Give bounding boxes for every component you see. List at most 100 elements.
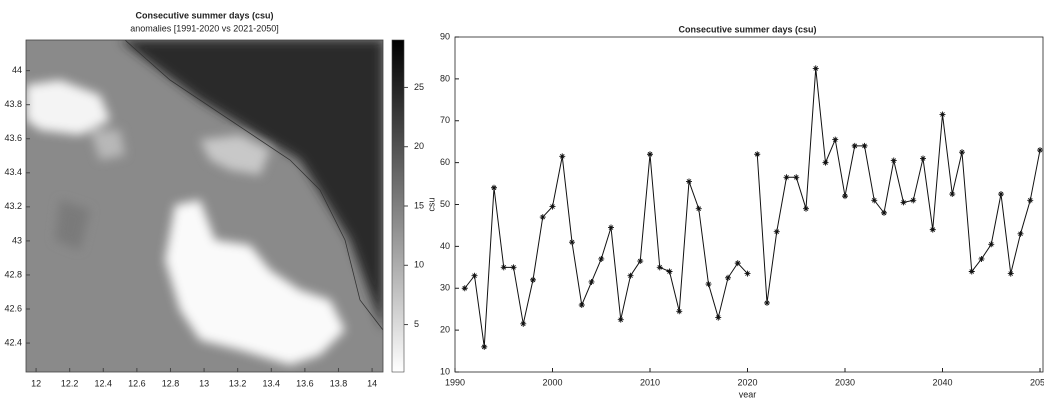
x-tick-label: 13.4 xyxy=(263,378,281,388)
data-point xyxy=(695,205,702,212)
data-point xyxy=(783,174,790,181)
x-tick-label: 13.6 xyxy=(296,378,314,388)
data-point xyxy=(461,285,468,292)
data-point xyxy=(559,153,566,160)
data-point xyxy=(569,239,575,246)
data-point xyxy=(725,274,731,281)
x-tick-label: 2040 xyxy=(932,377,952,387)
data-point xyxy=(1007,270,1014,277)
x-axis-label: year xyxy=(739,389,757,398)
data-point xyxy=(764,299,770,306)
data-point xyxy=(608,224,614,231)
data-point xyxy=(929,226,936,233)
map-title: Consecutive summer days (csu) xyxy=(135,10,273,20)
data-point xyxy=(949,191,956,198)
y-tick-label: 44 xyxy=(12,65,22,75)
data-point xyxy=(822,159,829,166)
y-tick-label: 60 xyxy=(440,157,450,167)
y-tick-label: 30 xyxy=(440,283,450,293)
x-tick-label: 12.2 xyxy=(61,378,79,388)
chart-title: Consecutive summer days (csu) xyxy=(678,24,816,34)
data-point xyxy=(617,316,624,323)
data-point xyxy=(471,272,478,279)
data-point xyxy=(842,193,848,200)
data-point xyxy=(481,343,488,350)
data-point xyxy=(754,151,761,158)
data-point xyxy=(734,260,741,267)
y-tick-label: 43.8 xyxy=(4,99,22,109)
data-point xyxy=(1027,197,1034,204)
data-point xyxy=(1037,147,1043,154)
data-point xyxy=(715,314,722,321)
data-point xyxy=(881,209,887,216)
y-tick-label: 42.8 xyxy=(4,269,22,279)
data-point xyxy=(861,142,868,149)
data-point xyxy=(647,151,653,158)
data-point xyxy=(978,255,985,262)
data-point xyxy=(832,136,839,143)
data-point xyxy=(851,142,858,149)
data-point xyxy=(812,65,819,72)
colorbar-tick-label: 10 xyxy=(414,260,424,270)
colorbar-tick-label: 5 xyxy=(414,319,419,329)
data-point xyxy=(705,281,712,288)
data-point xyxy=(578,302,585,308)
x-tick-label: 13.2 xyxy=(229,378,247,388)
data-point xyxy=(520,320,527,327)
data-point xyxy=(491,184,497,191)
data-point xyxy=(666,268,673,275)
y-tick-label: 40 xyxy=(440,241,450,251)
colorbar-tick-label: 20 xyxy=(414,141,424,151)
data-point xyxy=(920,155,926,162)
series-line xyxy=(464,154,748,347)
x-tick-label: 12 xyxy=(31,378,41,388)
x-tick-label: 2010 xyxy=(640,377,660,387)
data-point xyxy=(871,197,878,204)
data-point xyxy=(686,178,692,185)
data-point xyxy=(530,276,536,283)
x-tick-label: 2020 xyxy=(737,377,757,387)
data-point xyxy=(900,199,907,206)
data-point xyxy=(510,264,517,271)
y-tick-label: 43.2 xyxy=(4,201,22,211)
x-tick-label: 12.4 xyxy=(95,378,113,388)
x-tick-label: 14 xyxy=(367,378,377,388)
y-tick-label: 90 xyxy=(440,31,450,41)
map-subtitle: anomalies [1991-2020 vs 2021-2050] xyxy=(130,23,279,33)
y-tick-label: 43 xyxy=(12,235,22,245)
data-point xyxy=(890,157,897,164)
data-point xyxy=(939,111,946,118)
data-point xyxy=(637,258,644,265)
y-tick-label: 42.6 xyxy=(4,303,22,313)
x-tick-label: 13.8 xyxy=(330,378,348,388)
data-point xyxy=(968,268,975,275)
y-tick-label: 43.4 xyxy=(4,167,22,177)
x-tick-label: 1990 xyxy=(445,377,465,387)
y-tick-label: 50 xyxy=(440,199,450,209)
x-tick-label: 13 xyxy=(199,378,209,388)
data-point xyxy=(793,174,800,181)
data-point xyxy=(998,191,1004,198)
data-point xyxy=(500,264,507,271)
y-tick-label: 70 xyxy=(440,115,450,125)
data-point xyxy=(627,272,634,279)
data-point xyxy=(656,264,663,271)
data-point xyxy=(1017,230,1024,237)
data-point xyxy=(549,203,556,210)
data-point xyxy=(744,270,751,277)
colorbar-tick-label: 15 xyxy=(414,200,424,210)
data-point xyxy=(539,214,546,221)
x-tick-label: 2000 xyxy=(542,377,562,387)
y-tick-label: 20 xyxy=(440,325,450,335)
x-tick-label: 2030 xyxy=(835,377,855,387)
data-point xyxy=(773,228,780,235)
y-tick-label: 42.4 xyxy=(4,337,22,347)
y-axis-label: csu xyxy=(426,197,436,211)
data-point xyxy=(988,241,995,248)
map-image xyxy=(26,40,383,372)
data-point xyxy=(959,149,965,156)
data-point xyxy=(910,197,917,204)
x-tick-label: 12.8 xyxy=(162,378,180,388)
series-line xyxy=(756,68,1041,303)
